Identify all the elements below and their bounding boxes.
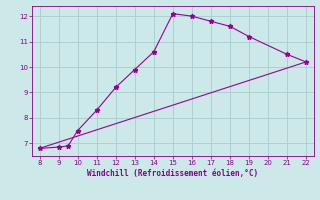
- X-axis label: Windchill (Refroidissement éolien,°C): Windchill (Refroidissement éolien,°C): [87, 169, 258, 178]
